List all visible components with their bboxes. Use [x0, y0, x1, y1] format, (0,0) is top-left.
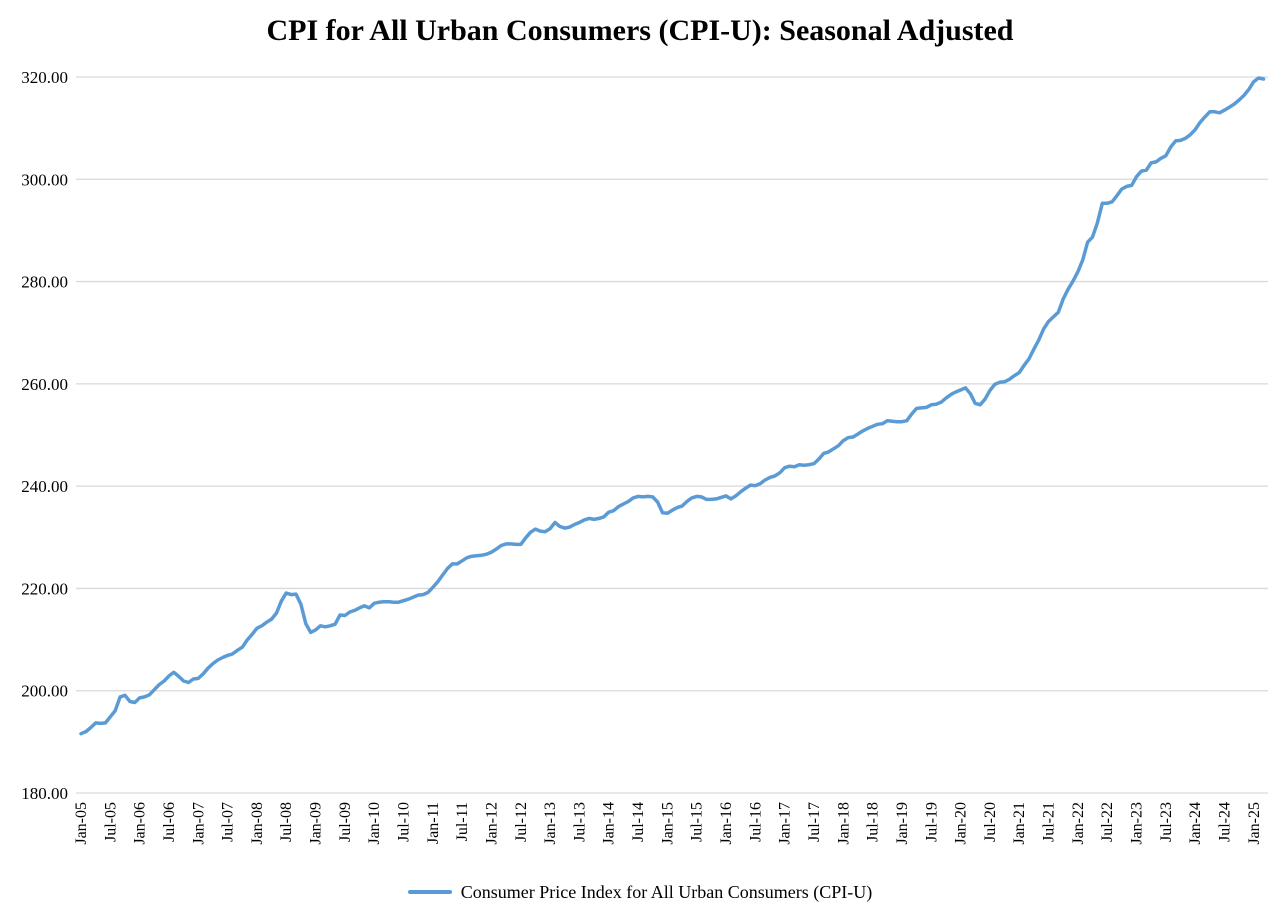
x-axis-tick-label: Jan-19: [894, 802, 911, 845]
x-axis-tick-label: Jan-22: [1070, 802, 1087, 845]
x-axis-tick-label: Jul-21: [1041, 802, 1058, 842]
y-axis-tick-label: 300.00: [21, 170, 68, 189]
x-axis-tick-label: Jan-16: [718, 802, 735, 845]
x-axis-tick-label: Jul-05: [102, 802, 119, 842]
x-axis-tick-label: Jul-15: [689, 802, 706, 842]
x-axis-tick-label: Jan-18: [835, 802, 852, 845]
x-axis-tick-label: Jul-11: [454, 802, 471, 841]
chart-title: CPI for All Urban Consumers (CPI-U): Sea…: [266, 14, 1014, 47]
x-axis-tick-label: Jan-17: [777, 802, 794, 845]
x-axis-tick-label: Jul-08: [278, 802, 295, 842]
x-axis-tick-label: Jul-17: [806, 802, 823, 842]
legend: Consumer Price Index for All Urban Consu…: [0, 883, 1280, 901]
y-axis-tick-label: 320.00: [21, 68, 68, 87]
y-axis-tick-label: 180.00: [21, 784, 68, 803]
x-axis-tick-label: Jul-20: [982, 802, 999, 842]
x-axis-tick-label: Jan-12: [483, 802, 500, 845]
legend-label: Consumer Price Index for All Urban Consu…: [460, 882, 873, 902]
y-axis-tick-label: 280.00: [21, 273, 68, 292]
x-axis-tick-label: Jul-06: [161, 802, 178, 842]
x-axis-tick-label: Jan-20: [953, 802, 970, 845]
y-axis: 180.00 200.00 220.00 240.00 260.00 280.00 300.…: [21, 68, 68, 803]
x-axis-tick-label: Jul-09: [337, 802, 354, 842]
x-axis-tick-label: Jan-11: [425, 802, 442, 844]
legend-line-marker-icon: [407, 890, 452, 894]
gridlines: [76, 76, 1268, 794]
x-axis-tick-label: Jan-09: [308, 802, 325, 845]
x-axis-tick-label: Jan-25: [1246, 802, 1263, 845]
x-axis-tick-label: Jan-07: [190, 802, 207, 845]
x-axis-tick-label: Jul-19: [923, 802, 940, 842]
x-axis-tick-label: Jul-12: [513, 802, 530, 842]
x-axis-tick-label: Jul-18: [865, 802, 882, 842]
plot-area: 180.00 200.00 220.00 240.00 260.00 280.00 300.…: [21, 68, 1268, 845]
x-axis-tick-label: Jan-13: [542, 802, 559, 845]
x-axis-tick-label: Jul-24: [1216, 802, 1233, 842]
x-axis-tick-label: Jan-08: [249, 802, 266, 845]
x-axis-tick-label: Jan-24: [1187, 802, 1204, 845]
x-axis-tick-label: Jan-05: [73, 802, 90, 845]
x-axis-tick-label: Jul-22: [1099, 802, 1116, 842]
y-axis-tick-label: 200.00: [21, 682, 68, 701]
y-axis-tick-label: 220.00: [21, 579, 68, 598]
x-axis-tick-label: Jan-21: [1011, 802, 1028, 845]
x-axis-tick-label: Jan-15: [659, 802, 676, 845]
x-axis-tick-label: Jul-14: [630, 802, 647, 842]
cpi-data-line: [79, 76, 1266, 736]
y-axis-tick-label: 240.00: [21, 477, 68, 496]
x-axis-tick-label: Jan-23: [1128, 802, 1145, 845]
x-axis-tick-label: Jan-10: [366, 802, 383, 845]
x-axis-tick-label: Jul-13: [571, 802, 588, 842]
x-axis-tick-label: Jul-10: [396, 802, 413, 842]
x-axis-tick-label: Jul-07: [220, 802, 237, 842]
x-axis-tick-label: Jan-14: [601, 802, 618, 845]
x-axis-tick-label: Jan-06: [132, 802, 149, 845]
y-axis-tick-label: 260.00: [21, 375, 68, 394]
x-axis: Jan-05 Jul-05 Jan-06 Jul-06 Jan-07 Jul-07 Jan-…: [73, 802, 1263, 845]
x-axis-tick-label: Jul-16: [747, 802, 764, 842]
x-axis-tick-label: Jul-23: [1158, 802, 1175, 842]
